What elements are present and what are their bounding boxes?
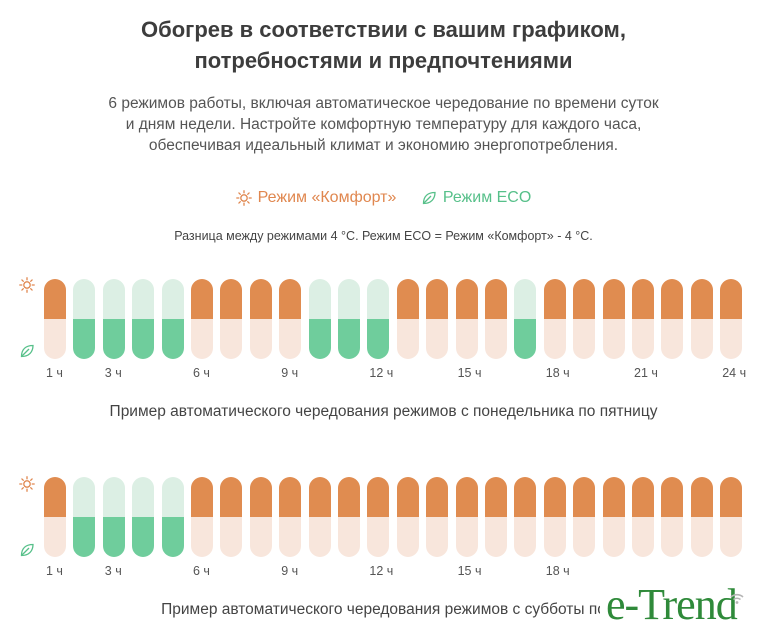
hour-pill-comfort: [396, 279, 419, 359]
schedule-caption: Пример автоматического чередования режим…: [161, 601, 606, 618]
hour-pill-comfort: [426, 477, 449, 557]
brand-logo: e-Trend: [600, 575, 767, 640]
hour-pill-comfort: [543, 279, 566, 359]
sun-icon: [235, 190, 252, 206]
hour-pill-comfort: [485, 477, 507, 557]
hour-label: 15 ч: [457, 564, 482, 578]
hour-pill-eco: [514, 279, 537, 359]
hour-pill-eco: [102, 477, 125, 557]
wifi-icon: [730, 593, 744, 604]
hour-pill-eco: [73, 477, 96, 557]
hourly-mode-track: [44, 477, 744, 557]
hour-pill-comfort: [573, 279, 596, 359]
hour-pill-comfort: [455, 279, 478, 359]
hour-pill-comfort: [455, 477, 478, 557]
legend-comfort-label: Режим «Комфорт»: [257, 189, 397, 206]
hour-pill-comfort: [44, 477, 66, 557]
hour-label: 12 ч: [369, 564, 394, 578]
hour-pill-eco: [161, 279, 184, 359]
hour-pill-eco: [338, 279, 360, 359]
hour-pill-comfort: [632, 279, 654, 359]
hour-label: 15 ч: [457, 366, 482, 380]
hour-pill-eco: [161, 477, 184, 557]
schedule-caption: Пример автоматического чередования режим…: [109, 403, 658, 420]
legend-comfort: Режим «Комфорт»: [235, 189, 397, 207]
hourly-mode-track: [44, 279, 744, 359]
subtitle-line-3: обеспечивая идеальный климат и экономию …: [148, 137, 619, 154]
hour-label: 18 ч: [545, 564, 570, 578]
sun-icon: [19, 277, 35, 293]
subtitle-line-2: и дням недели. Настройте комфортную темп…: [125, 116, 642, 133]
hour-pill-comfort: [573, 477, 596, 557]
hour-pill-comfort: [632, 477, 654, 557]
hour-pill-comfort: [191, 477, 213, 557]
hour-pill-comfort: [426, 279, 449, 359]
page-title: Обогрев в соответствии с вашим графиком,…: [0, 14, 767, 76]
hour-pill-comfort: [514, 477, 537, 557]
hour-label: 6 ч: [193, 564, 210, 578]
sun-icon: [19, 476, 35, 492]
hour-pill-comfort: [191, 279, 213, 359]
hour-pill-comfort: [543, 477, 566, 557]
hour-pill-comfort: [249, 477, 272, 557]
hour-pill-comfort: [249, 279, 272, 359]
legend-eco: Режим ECO: [421, 189, 531, 207]
hour-label: 9 ч: [281, 366, 299, 380]
hour-pill-comfort: [308, 477, 331, 557]
hour-pill-eco: [102, 279, 125, 359]
hour-pill-comfort: [485, 279, 507, 359]
hour-pill-comfort: [44, 279, 66, 359]
hour-label: 3 ч: [104, 564, 122, 578]
hour-pill-comfort: [720, 477, 743, 557]
hour-pill-comfort: [690, 279, 713, 359]
mode-legend: Режим «Комфорт» Режим ECO: [0, 189, 767, 211]
leaf-icon: [422, 191, 436, 205]
hour-label: 9 ч: [281, 564, 299, 578]
hour-pill-comfort: [690, 477, 713, 557]
hour-label: 1 ч: [46, 564, 63, 578]
hour-label: 24 ч: [722, 366, 747, 380]
hour-label: 3 ч: [104, 366, 122, 380]
hour-pill-comfort: [661, 279, 684, 359]
hour-pill-eco: [73, 279, 96, 359]
page-subtitle: 6 режимов работы, включая автоматическое…: [0, 93, 767, 156]
hour-pill-comfort: [338, 477, 360, 557]
hour-label: 12 ч: [369, 366, 394, 380]
mode-difference-note: Разница между режимами 4 °C. Режим ECO =…: [174, 229, 593, 243]
hour-pill-comfort: [602, 279, 625, 359]
hour-pill-comfort: [396, 477, 419, 557]
title-line-2: потребностями и предпочтениями: [194, 48, 573, 73]
hour-label: 21 ч: [634, 366, 658, 380]
legend-eco-label: Режим ECO: [442, 189, 532, 206]
hour-pill-eco: [132, 477, 155, 557]
subtitle-line-1: 6 режимов работы, включая автоматическое…: [108, 95, 659, 112]
hour-label: 1 ч: [46, 366, 63, 380]
title-line-1: Обогрев в соответствии с вашим графиком,: [141, 17, 626, 42]
hour-pill-eco: [308, 279, 331, 359]
hour-pill-eco: [132, 279, 155, 359]
hour-pill-comfort: [279, 477, 302, 557]
hour-pill-comfort: [602, 477, 625, 557]
hour-label: 18 ч: [545, 366, 570, 380]
hour-pill-comfort: [661, 477, 684, 557]
leaf-icon: [20, 543, 34, 557]
leaf-icon: [20, 344, 34, 358]
hour-pill-comfort: [220, 279, 243, 359]
hour-pill-comfort: [220, 477, 243, 557]
hour-pill-eco: [367, 279, 390, 359]
hour-pill-comfort: [367, 477, 390, 557]
brand-logo-text: e-Trend: [606, 580, 738, 629]
hour-pill-comfort: [279, 279, 302, 359]
hour-label: 6 ч: [193, 366, 210, 380]
hour-pill-comfort: [720, 279, 743, 359]
